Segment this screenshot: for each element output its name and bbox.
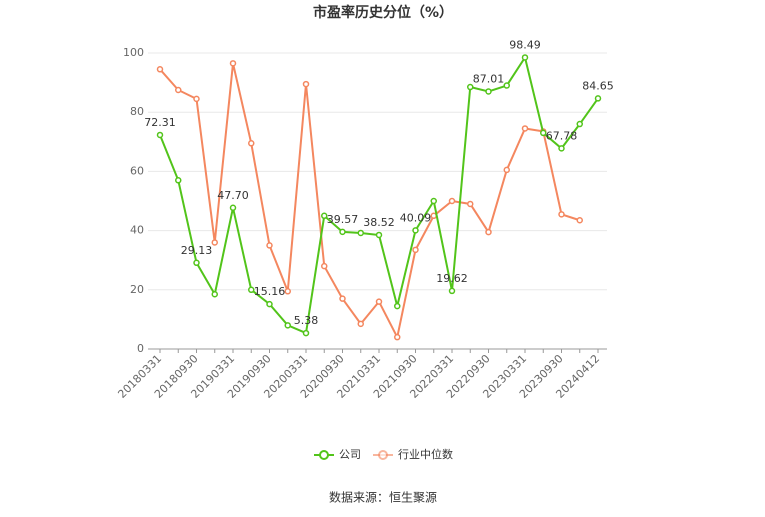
data-point xyxy=(156,66,164,73)
data-point xyxy=(211,239,218,246)
data-label: 47.70 xyxy=(217,189,249,202)
data-point xyxy=(521,125,529,132)
data-label: 29.13 xyxy=(181,244,213,257)
data-point xyxy=(339,295,346,302)
data-label: 87.01 xyxy=(473,72,505,85)
legend-item: 公司 xyxy=(314,448,361,461)
data-point xyxy=(375,231,383,239)
data-point xyxy=(503,166,510,174)
data-point xyxy=(594,95,602,102)
data-label: 72.31 xyxy=(144,116,176,129)
data-point xyxy=(394,302,401,310)
data-point xyxy=(540,129,547,137)
source-note: 数据来源：恒生聚源 xyxy=(329,490,437,505)
data-point xyxy=(248,140,255,147)
data-point xyxy=(412,227,419,234)
data-point xyxy=(321,262,328,270)
data-point xyxy=(284,288,291,295)
data-point xyxy=(485,228,492,236)
data-point xyxy=(266,242,273,249)
data-point xyxy=(229,60,237,67)
data-point xyxy=(266,300,273,308)
data-point xyxy=(175,177,182,184)
data-point xyxy=(211,290,218,298)
y-tick-label: 40 xyxy=(130,224,144,237)
y-tick-label: 20 xyxy=(130,283,144,296)
y-tick-label: 80 xyxy=(130,105,144,118)
legend-item: 行业中位数 xyxy=(373,447,453,461)
y-tick-label: 100 xyxy=(123,46,144,59)
data-point xyxy=(448,287,456,295)
data-point xyxy=(467,83,474,91)
series-line xyxy=(159,63,581,341)
data-point xyxy=(357,320,364,328)
data-label: 40.09 xyxy=(400,211,432,224)
data-point xyxy=(576,120,583,128)
data-point xyxy=(485,88,492,95)
y-tick-label: 60 xyxy=(130,164,144,177)
data-label: 19.62 xyxy=(436,272,468,285)
data-point xyxy=(448,197,456,205)
data-point xyxy=(248,286,255,294)
data-label: 67.78 xyxy=(546,129,578,142)
data-point xyxy=(193,259,200,267)
data-label: 15.16 xyxy=(254,285,286,298)
data-point xyxy=(156,131,164,139)
data-label: 98.49 xyxy=(509,38,541,51)
data-point xyxy=(467,200,474,208)
data-point xyxy=(375,298,383,305)
data-point xyxy=(302,329,310,337)
data-label: 5.38 xyxy=(294,314,319,327)
data-point xyxy=(576,216,583,224)
data-point xyxy=(302,80,310,88)
data-point xyxy=(558,211,565,218)
data-point xyxy=(503,82,510,89)
legend-marker xyxy=(378,450,388,460)
y-tick-label: 0 xyxy=(137,342,144,355)
data-point xyxy=(430,197,437,205)
data-label: 39.57 xyxy=(327,213,359,226)
data-point xyxy=(412,246,419,254)
data-point xyxy=(229,204,237,212)
data-point xyxy=(394,333,401,341)
legend-label: 行业中位数 xyxy=(398,447,453,461)
data-point xyxy=(521,54,529,61)
data-point xyxy=(357,229,364,237)
legend-label: 公司 xyxy=(339,448,361,461)
data-point xyxy=(284,322,291,329)
data-point xyxy=(339,228,346,236)
data-label: 38.52 xyxy=(363,216,395,229)
data-label: 84.65 xyxy=(582,79,614,92)
data-point xyxy=(193,95,200,103)
data-point xyxy=(175,86,182,94)
data-point xyxy=(321,212,328,220)
legend-marker xyxy=(319,450,329,460)
chart-title: 市盈率历史分位（%） xyxy=(313,4,453,21)
data-point xyxy=(558,145,565,152)
